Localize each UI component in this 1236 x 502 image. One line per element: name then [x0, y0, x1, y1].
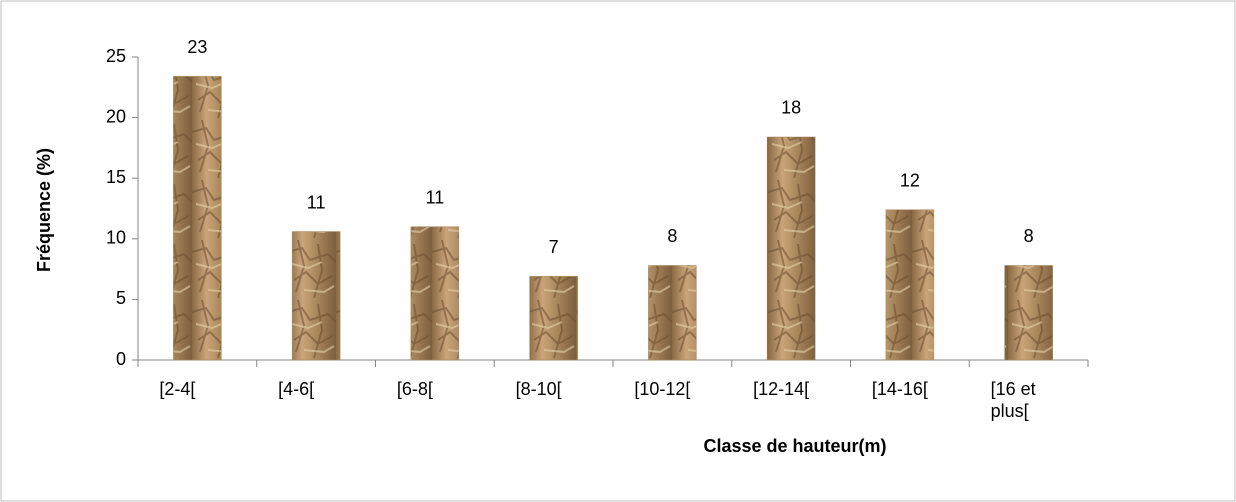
y-tick-label: 15	[106, 167, 126, 187]
x-tick-label-box: [8-10[	[515, 379, 562, 399]
x-tick-label-box: [10-12[	[634, 379, 691, 399]
data-label: 11	[426, 187, 445, 207]
x-tick-label-box: [4-6[	[278, 379, 315, 399]
data-label: 23	[187, 37, 207, 57]
bar	[648, 265, 697, 361]
x-tick-label-box: [16 et plus[	[990, 379, 1036, 421]
data-label: 8	[1024, 226, 1034, 246]
y-tick-label: 5	[116, 288, 126, 308]
x-tick-label: [6-8[	[396, 379, 433, 399]
x-tick-label-box: [6-8[	[396, 379, 433, 399]
x-axis-title: Classe de hauteur(m)	[703, 436, 886, 456]
y-tick-label: 25	[106, 46, 126, 66]
bar	[1004, 265, 1053, 361]
x-tick-label: [10-12[	[634, 379, 691, 399]
x-tick-label-box: [14-16[	[871, 379, 928, 399]
bar	[766, 136, 816, 361]
bar	[291, 231, 341, 361]
data-label: 7	[549, 237, 559, 257]
data-label: 11	[307, 192, 326, 212]
x-tick-label: [12-14[	[753, 379, 810, 399]
y-tick-label: 10	[106, 228, 126, 248]
y-tick-label: 0	[116, 349, 126, 369]
y-axis-title: Fréquence (%)	[34, 148, 54, 272]
x-tick-label: [14-16[	[871, 379, 928, 399]
x-tick-label: [8-10[	[515, 379, 562, 399]
data-label: 12	[900, 170, 920, 190]
x-tick-label-box: [2-4[	[159, 379, 196, 399]
bar	[410, 226, 460, 361]
data-label: 8	[667, 226, 677, 246]
y-tick-label: 20	[106, 106, 126, 126]
x-tick-label: [4-6[	[278, 379, 315, 399]
bar	[885, 209, 935, 361]
x-tick-label: [2-4[	[159, 379, 196, 399]
bar	[529, 276, 578, 361]
bar	[173, 76, 222, 361]
x-tick-label-box: [12-14[	[753, 379, 810, 399]
data-label: 18	[781, 98, 801, 118]
x-tick-label: [16 et plus[	[990, 379, 1036, 421]
